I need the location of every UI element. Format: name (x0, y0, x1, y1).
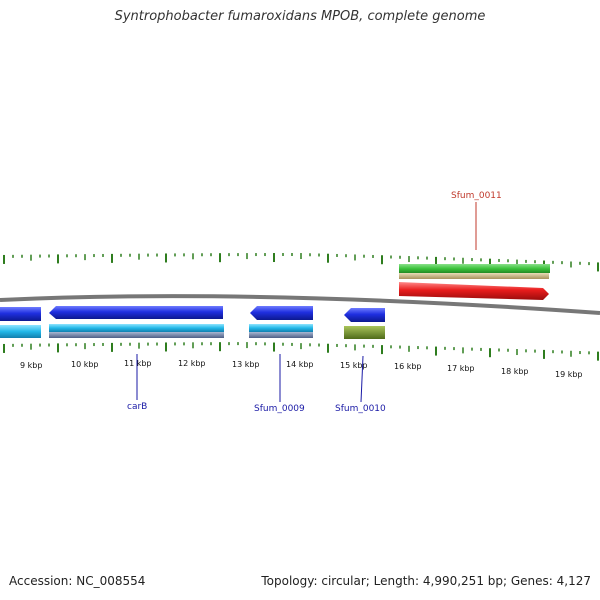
map-title: Syntrophobacter fumaroxidans MPOB, compl… (114, 9, 486, 24)
genome-summary-text: Topology: circular; Length: 4,990,251 bp… (261, 574, 591, 588)
scale-label: 13 kbp (232, 360, 260, 369)
gene-feature-sfum-0010 (344, 326, 385, 339)
gene-label-sfum-0009: Sfum_0009 (254, 404, 305, 414)
cds-arrow-sfum-0011 (399, 282, 549, 300)
scale-label: 19 kbp (555, 370, 583, 379)
gene-label-sfum-0010: Sfum_0010 (335, 404, 386, 414)
gene-feature-forward (399, 264, 550, 273)
scale-label: 15 kbp (340, 361, 368, 370)
cds-arrow-left-edge (0, 307, 41, 321)
rna-feature-band (399, 273, 549, 279)
gene-band-carb (49, 332, 224, 338)
cds-arrow-carb (49, 306, 223, 319)
scale-label: 14 kbp (286, 360, 314, 369)
scale-label: 11 kbp (124, 359, 152, 368)
gene-label-carb: carB (127, 402, 147, 412)
cds-arrow-sfum-0010 (344, 308, 385, 322)
genome-backbone (0, 294, 600, 315)
lower-scale-ticks (3, 342, 599, 361)
label-leader-sfum-0010 (360, 355, 364, 403)
gene-feature-carb (49, 324, 224, 332)
gene-label-sfum-0011: Sfum_0011 (451, 191, 502, 201)
scale-label: 10 kbp (71, 360, 99, 369)
accession-text: Accession: NC_008554 (9, 574, 146, 588)
scale-label: 16 kbp (394, 362, 422, 371)
gene-feature-reverse-edge (0, 325, 41, 338)
cds-arrow-sfum-0009 (250, 306, 313, 320)
scale-label: 12 kbp (178, 359, 206, 368)
scale-label: 17 kbp (447, 364, 475, 373)
gene-band-sfum-0009 (249, 332, 313, 338)
scale-label: 9 kbp (20, 361, 42, 370)
gene-feature-sfum-0009 (249, 324, 313, 332)
upper-scale-ticks (3, 253, 599, 272)
scale-label: 18 kbp (501, 367, 529, 376)
